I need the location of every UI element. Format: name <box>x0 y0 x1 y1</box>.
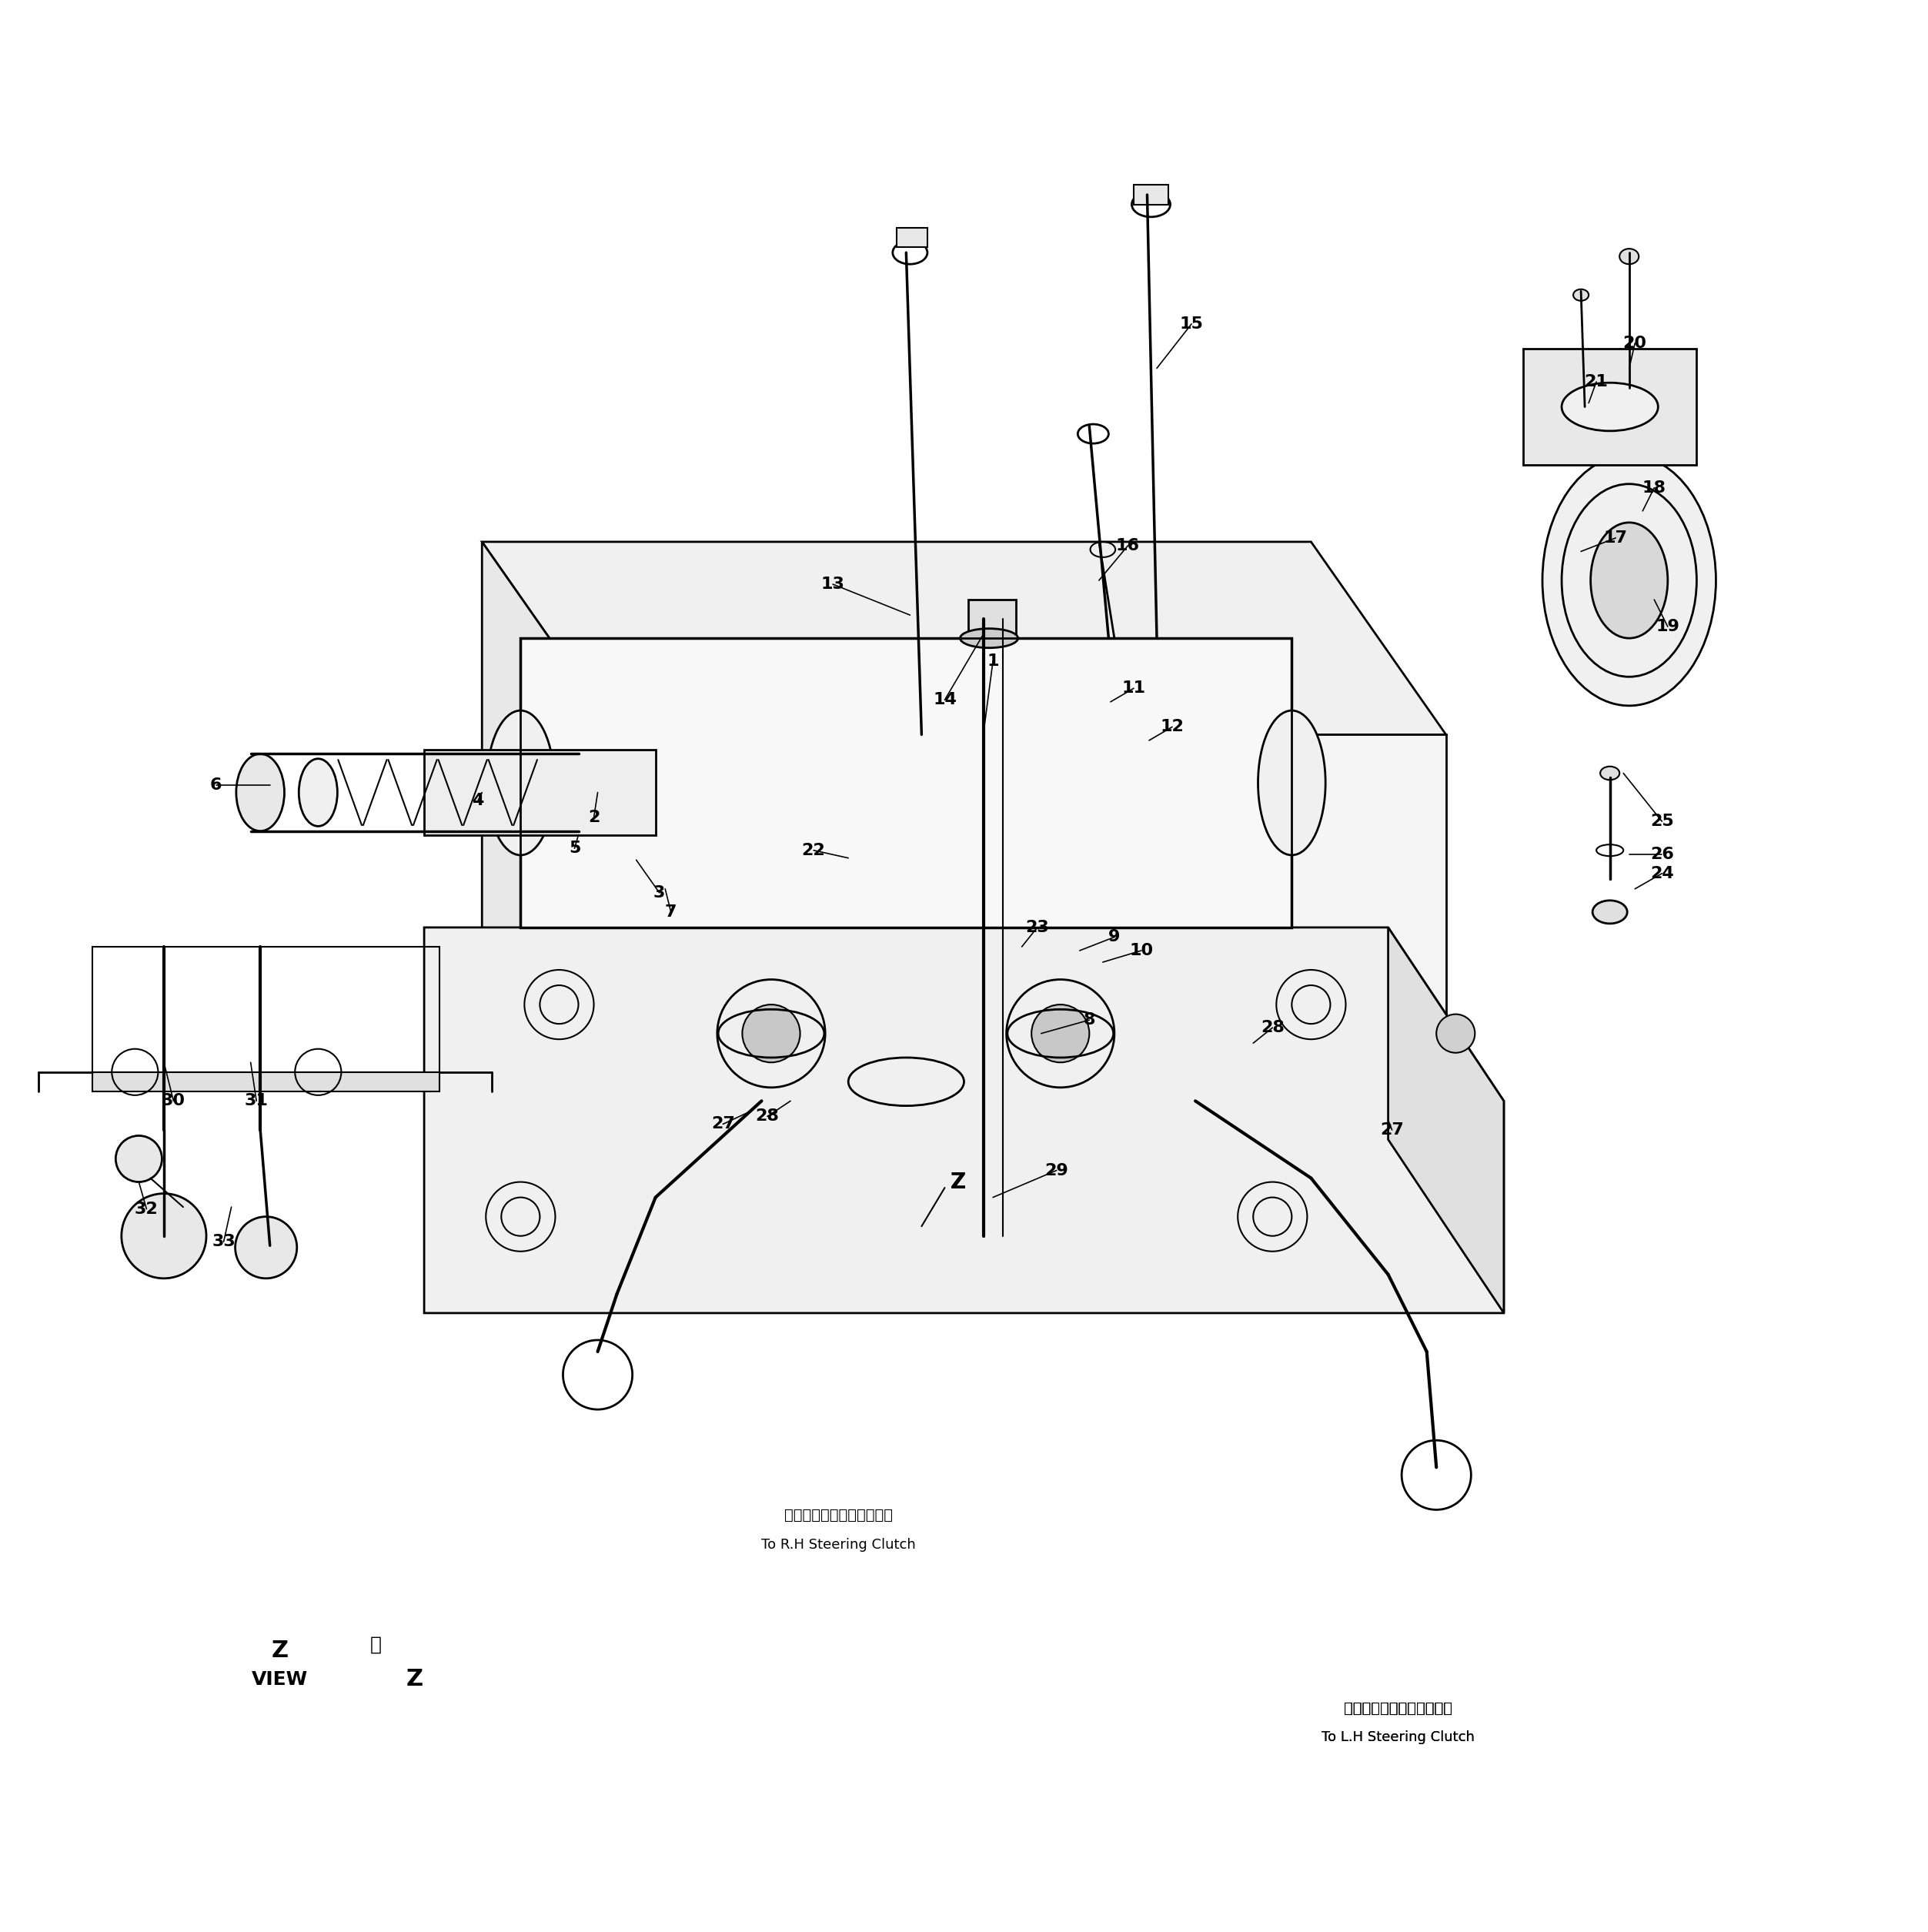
Polygon shape <box>482 541 1446 734</box>
Polygon shape <box>424 927 1504 1314</box>
Text: 7: 7 <box>665 904 677 920</box>
Text: Z: Z <box>272 1640 287 1662</box>
Ellipse shape <box>1573 290 1589 301</box>
Text: 3: 3 <box>654 885 665 900</box>
Text: 4: 4 <box>472 792 484 808</box>
Ellipse shape <box>299 759 337 827</box>
Text: 31: 31 <box>245 1094 268 1109</box>
Circle shape <box>1436 1014 1475 1053</box>
Ellipse shape <box>1620 249 1639 265</box>
Ellipse shape <box>1593 900 1627 923</box>
Text: 6: 6 <box>210 777 222 792</box>
Ellipse shape <box>1600 767 1620 781</box>
Text: 視: 視 <box>370 1636 382 1654</box>
Text: To L.H Steering Clutch: To L.H Steering Clutch <box>1321 1731 1475 1745</box>
Text: 21: 21 <box>1585 375 1608 390</box>
Text: 27: 27 <box>711 1117 735 1132</box>
Text: 左ステアリングクラッチへ: 左ステアリングクラッチへ <box>1344 1700 1452 1716</box>
Text: 15: 15 <box>1180 317 1203 332</box>
Bar <box>897 228 927 247</box>
Ellipse shape <box>1591 522 1668 638</box>
Ellipse shape <box>1257 711 1326 856</box>
Text: 11: 11 <box>1122 680 1145 696</box>
Text: 5: 5 <box>569 840 580 856</box>
Ellipse shape <box>486 711 555 856</box>
Bar <box>93 947 440 1072</box>
Ellipse shape <box>235 753 285 831</box>
Circle shape <box>742 1005 800 1063</box>
Text: 27: 27 <box>1380 1122 1404 1138</box>
Polygon shape <box>1388 927 1504 1314</box>
Text: 29: 29 <box>1045 1163 1068 1179</box>
Text: 9: 9 <box>1109 929 1120 945</box>
Text: 1: 1 <box>987 653 999 668</box>
Text: 右ステアリングクラッチへ: 右ステアリングクラッチへ <box>785 1509 893 1522</box>
Text: 22: 22 <box>802 842 825 858</box>
Text: Z: Z <box>951 1171 966 1192</box>
Text: To R.H Steering Clutch: To R.H Steering Clutch <box>762 1538 916 1551</box>
Text: 26: 26 <box>1650 846 1674 862</box>
Text: 2: 2 <box>588 810 600 825</box>
Polygon shape <box>617 734 1446 1082</box>
Text: 30: 30 <box>162 1094 185 1109</box>
Text: 28: 28 <box>756 1109 779 1124</box>
Text: 20: 20 <box>1623 336 1647 352</box>
Text: 24: 24 <box>1650 866 1674 881</box>
Text: 17: 17 <box>1604 529 1627 545</box>
Polygon shape <box>521 638 1292 927</box>
Text: 19: 19 <box>1656 618 1679 634</box>
Text: 18: 18 <box>1643 481 1666 495</box>
Ellipse shape <box>1542 456 1716 705</box>
Text: 左ステアリングクラッチへ: 左ステアリングクラッチへ <box>1344 1700 1452 1716</box>
Text: 25: 25 <box>1650 813 1674 829</box>
Text: 33: 33 <box>212 1235 235 1250</box>
Text: 32: 32 <box>135 1202 158 1217</box>
Text: 8: 8 <box>1084 1012 1095 1028</box>
Bar <box>1134 185 1168 205</box>
Text: 23: 23 <box>1026 920 1049 935</box>
Text: 10: 10 <box>1130 943 1153 958</box>
Circle shape <box>116 1136 162 1182</box>
Text: 16: 16 <box>1116 537 1139 553</box>
Ellipse shape <box>1562 383 1658 431</box>
Circle shape <box>121 1194 206 1279</box>
Circle shape <box>235 1217 297 1279</box>
Text: Z: Z <box>407 1667 422 1690</box>
Text: 28: 28 <box>1261 1020 1284 1036</box>
Bar <box>93 1072 440 1092</box>
Ellipse shape <box>960 628 1018 647</box>
Text: 12: 12 <box>1161 719 1184 734</box>
Circle shape <box>1031 1005 1089 1063</box>
Text: 13: 13 <box>821 576 844 591</box>
Bar <box>968 599 1016 634</box>
Text: VIEW: VIEW <box>251 1669 308 1689</box>
Bar <box>424 750 656 835</box>
Bar <box>1523 350 1697 466</box>
Text: Z: Z <box>951 1171 966 1192</box>
Text: 14: 14 <box>933 692 956 707</box>
Polygon shape <box>482 541 617 1082</box>
Text: To L.H Steering Clutch: To L.H Steering Clutch <box>1321 1731 1475 1745</box>
